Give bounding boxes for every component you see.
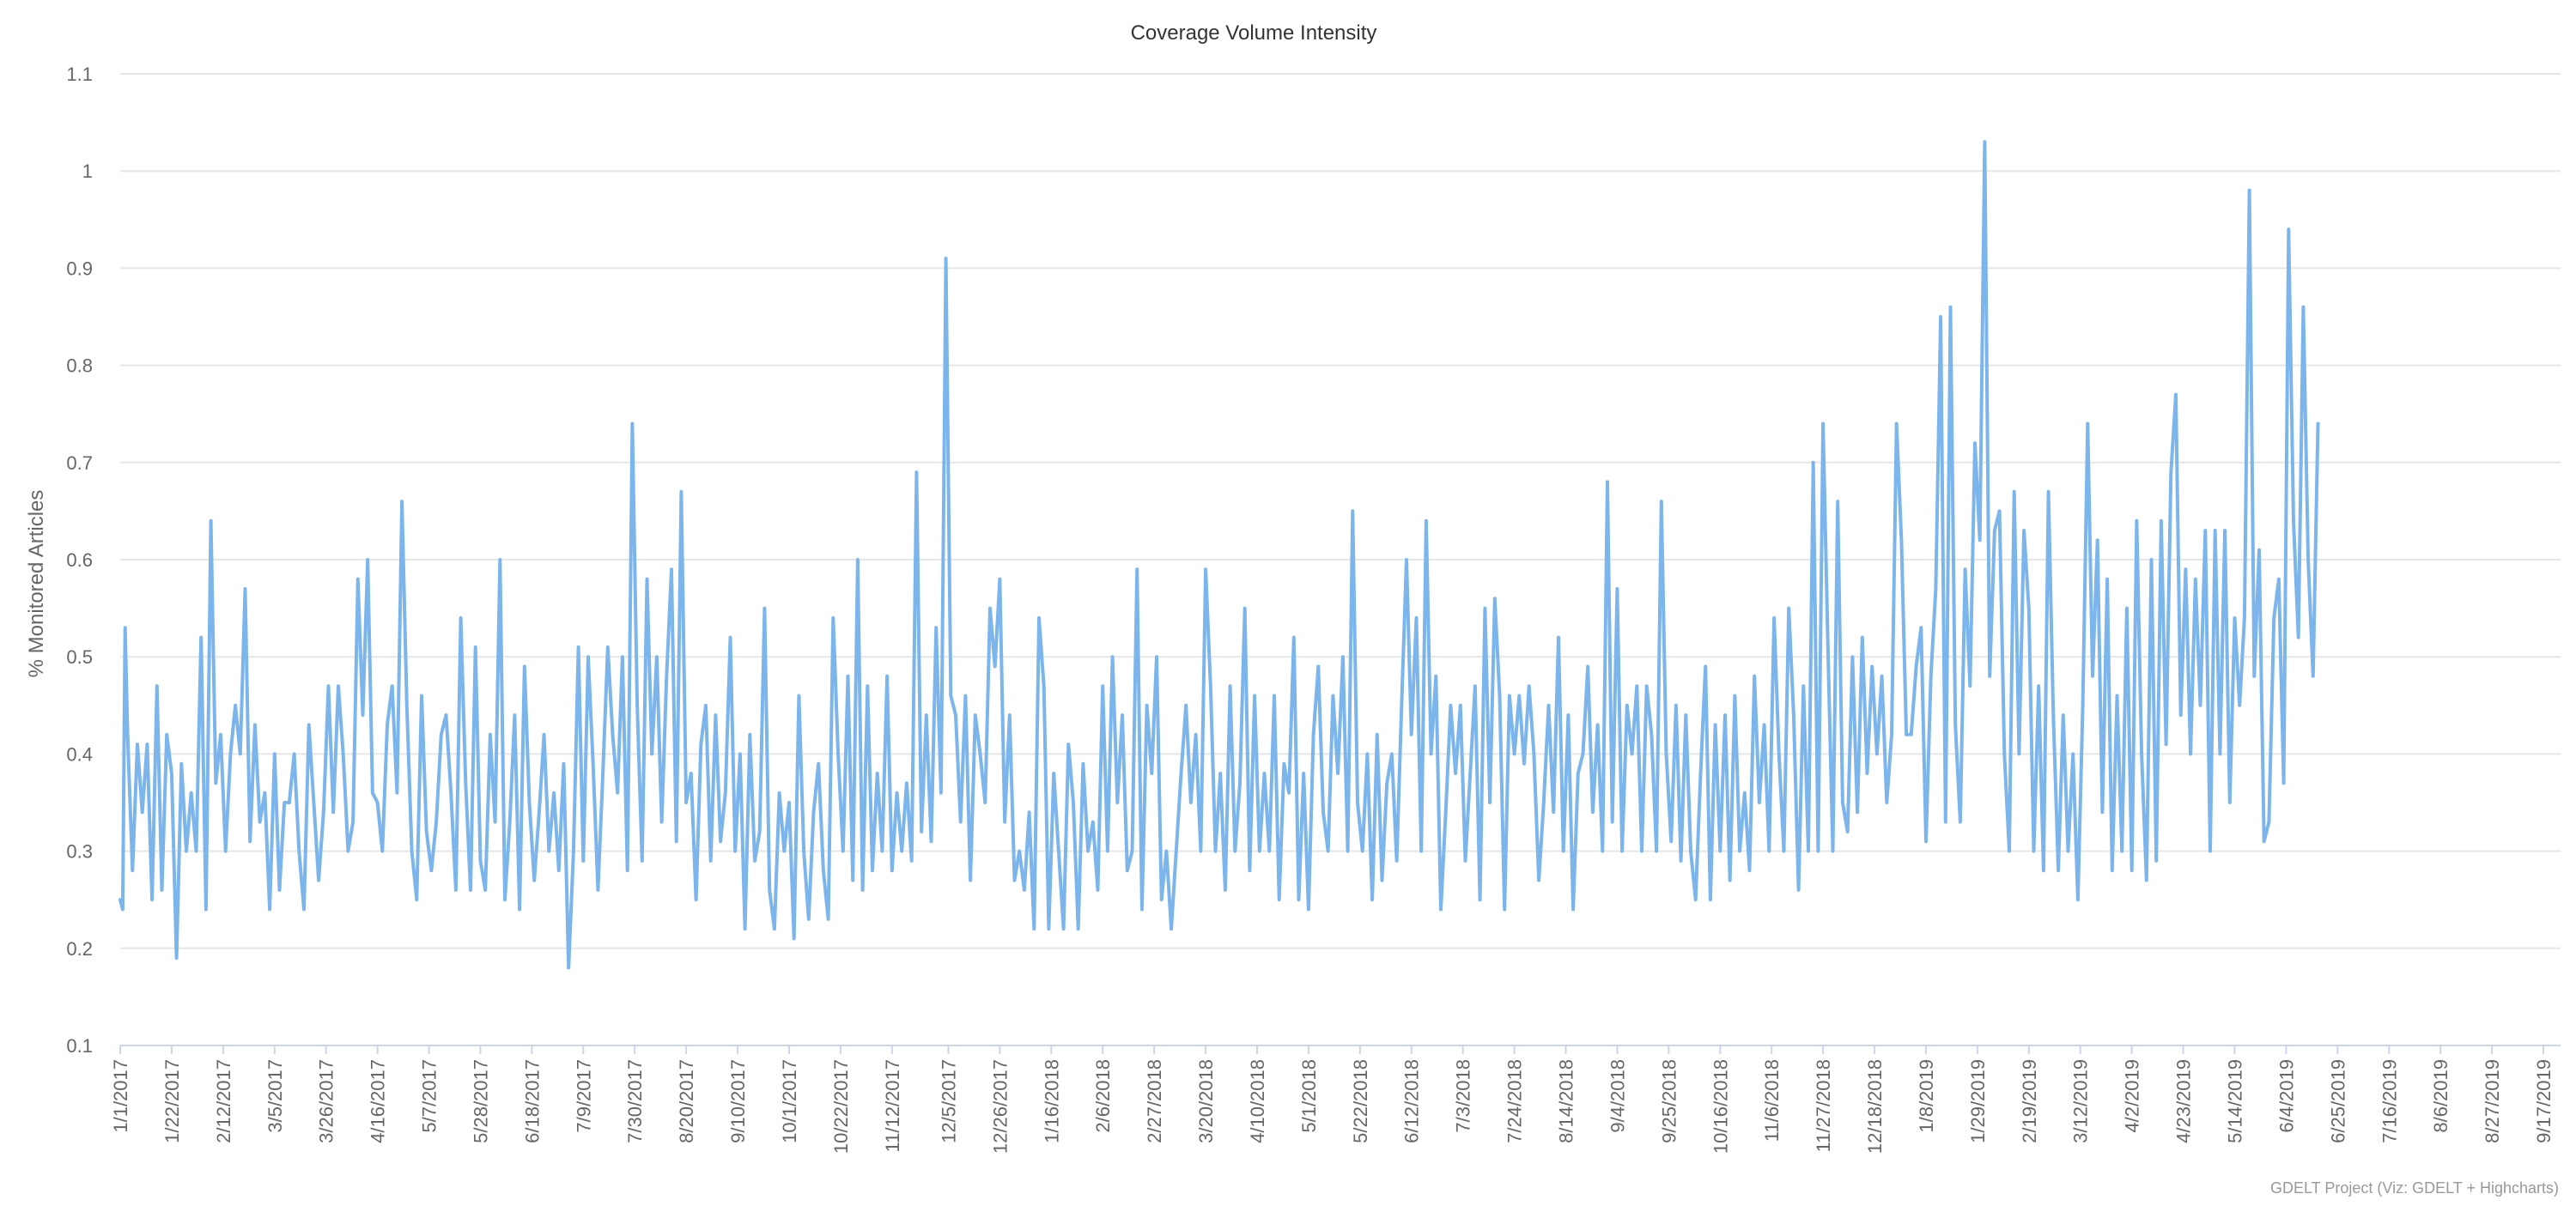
x-tick-label: 5/28/2017 [470, 1059, 491, 1143]
y-tick-label: 0.8 [66, 355, 93, 377]
x-tick-label: 5/14/2019 [2224, 1059, 2245, 1143]
y-tick-label: 0.1 [66, 1035, 93, 1057]
x-tick-label: 11/27/2018 [1813, 1059, 1834, 1152]
x-tick-label: 11/12/2017 [882, 1059, 903, 1152]
y-tick-label: 1.1 [66, 64, 93, 85]
grid-lines [120, 73, 2561, 1046]
x-tick-label: 8/6/2019 [2430, 1059, 2451, 1133]
x-tick-label: 1/8/2019 [1916, 1059, 1937, 1133]
x-tick-label: 10/1/2017 [779, 1059, 800, 1143]
series-layer [118, 140, 2320, 970]
x-tick-label: 7/24/2018 [1504, 1059, 1526, 1143]
x-tick-label: 1/29/2019 [1967, 1059, 1989, 1143]
x-tick-label: 12/18/2018 [1864, 1059, 1886, 1154]
x-tick-label: 7/9/2017 [573, 1059, 594, 1133]
x-tick-label: 10/16/2018 [1710, 1059, 1731, 1154]
x-tick-label: 9/17/2019 [2533, 1059, 2555, 1143]
x-tick-label: 5/7/2017 [419, 1059, 440, 1133]
x-tick-label: 7/30/2017 [624, 1059, 646, 1143]
x-tick-label: 2/6/2018 [1092, 1059, 1114, 1133]
x-axis-ticks: 1/1/2017 1/22/2017 2/12/2017 3/5/2017 3/26/2… [110, 1045, 2555, 1154]
x-tick-label: 12/5/2017 [938, 1059, 959, 1143]
x-tick-label: 10/22/2017 [830, 1059, 852, 1154]
x-tick-label: 6/4/2019 [2275, 1059, 2297, 1133]
x-tick-label: 1/22/2017 [161, 1059, 183, 1143]
x-tick-label: 7/16/2019 [2379, 1059, 2400, 1143]
x-tick-label: 4/23/2019 [2173, 1059, 2195, 1143]
x-tick-label: 2/12/2017 [213, 1059, 234, 1143]
x-tick-label: 5/22/2018 [1350, 1059, 1371, 1143]
x-tick-label: 2/19/2019 [2019, 1059, 2040, 1143]
series-line[interactable] [118, 140, 2320, 970]
x-tick-label: 4/16/2017 [368, 1059, 389, 1143]
x-tick-label: 8/14/2018 [1556, 1059, 1577, 1143]
x-tick-label: 3/5/2017 [264, 1059, 286, 1133]
x-tick-label: 6/12/2018 [1401, 1059, 1423, 1143]
x-tick-label: 4/2/2019 [2122, 1059, 2143, 1133]
x-tick-label: 4/10/2018 [1247, 1059, 1268, 1143]
y-tick-label: 0.3 [66, 841, 93, 863]
x-tick-label: 3/20/2018 [1195, 1059, 1217, 1143]
chart-title: Coverage Volume Intensity [1131, 21, 1377, 45]
x-tick-label: 3/26/2017 [316, 1059, 337, 1143]
x-tick-label: 5/1/2018 [1298, 1059, 1320, 1133]
y-tick-label: 0.5 [66, 646, 93, 668]
x-tick-label: 8/20/2017 [676, 1059, 697, 1143]
y-axis-ticks: 0.1 0.2 0.3 0.4 0.5 0.6 0.7 0.8 0.9 1 1.1 [66, 64, 93, 1057]
y-axis-label: % Monitored Articles [25, 490, 48, 678]
y-tick-label: 0.6 [66, 549, 93, 571]
x-tick-label: 11/6/2018 [1761, 1059, 1783, 1142]
x-tick-label: 12/26/2017 [989, 1059, 1011, 1154]
x-tick-label: 6/25/2019 [2327, 1059, 2348, 1143]
y-tick-label: 0.4 [66, 743, 93, 765]
x-tick-label: 7/3/2018 [1453, 1059, 1474, 1133]
y-tick-label: 1 [82, 161, 93, 182]
y-tick-label: 0.7 [66, 452, 93, 474]
x-tick-label: 6/18/2017 [521, 1059, 543, 1143]
x-tick-label: 1/1/2017 [110, 1059, 131, 1133]
y-tick-label: 0.2 [66, 938, 93, 960]
x-tick-label: 1/16/2018 [1041, 1059, 1062, 1143]
y-tick-label: 0.9 [66, 258, 93, 279]
x-tick-label: 9/10/2017 [727, 1059, 749, 1143]
x-tick-label: 3/12/2019 [2070, 1059, 2092, 1143]
x-tick-label: 9/25/2018 [1658, 1059, 1680, 1143]
x-tick-label: 9/4/2018 [1607, 1059, 1628, 1133]
x-tick-label: 8/27/2019 [2482, 1059, 2503, 1143]
x-tick-label: 2/27/2018 [1144, 1059, 1165, 1143]
chart-credits[interactable]: GDELT Project (Viz: GDELT + Highcharts) [2270, 1179, 2559, 1197]
